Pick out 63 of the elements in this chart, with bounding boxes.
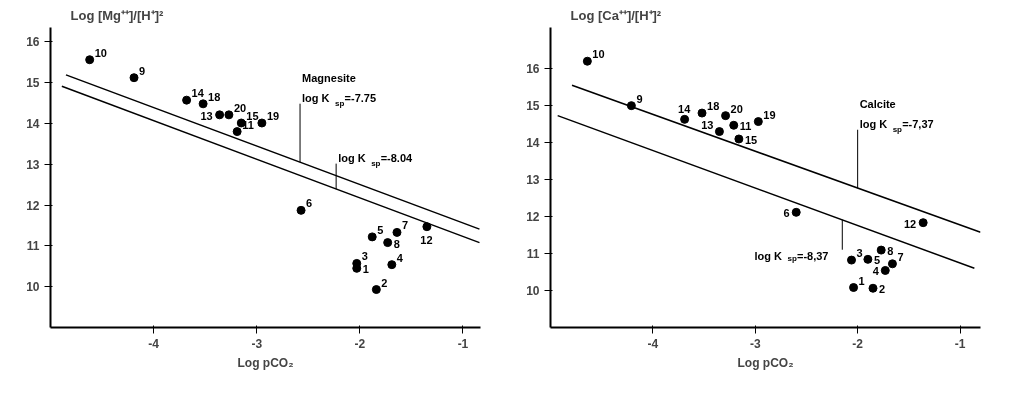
annotation: 7 <box>897 250 904 263</box>
annotation: 7 <box>401 219 409 232</box>
x-tick-label: -4 <box>148 336 160 351</box>
annotation: 19 <box>266 110 280 123</box>
y-tick-label: 13 <box>26 157 40 172</box>
annotation: 20 <box>233 101 247 114</box>
y-tick-label: 10 <box>26 280 40 295</box>
y-tick-label: 16 <box>26 35 40 50</box>
annotation: 6 <box>306 197 313 210</box>
y-tick-label: 11 <box>526 246 540 261</box>
y-tick-label: 10 <box>526 283 540 298</box>
x-tick-label: -3 <box>251 336 263 351</box>
annotation: 18 <box>707 100 720 113</box>
annotation: 14 <box>678 103 692 116</box>
annotation: 19 <box>763 108 776 121</box>
x-tick-label: -3 <box>749 336 761 351</box>
y-tick-label: 15 <box>26 76 40 91</box>
x-tick-label: -2 <box>852 336 864 351</box>
y-tick-label: 16 <box>526 61 540 76</box>
annotation: 12 <box>903 217 917 230</box>
annotation: Magnesite <box>302 71 356 84</box>
y-tick-label: 14 <box>26 116 40 131</box>
annotation: 8 <box>393 237 400 250</box>
y-tick-label: 12 <box>26 198 40 213</box>
annotation: 11 <box>739 120 752 133</box>
annotation: 8 <box>887 245 894 258</box>
y-tick-label: 11 <box>26 239 40 254</box>
x-tick-label: -1 <box>954 336 966 351</box>
annotation: 12 <box>420 233 433 246</box>
annotation: 2 <box>381 276 388 289</box>
annotation: 1 <box>858 274 865 287</box>
annotation: 4 <box>396 251 404 264</box>
annotation: 9 <box>139 64 146 77</box>
x-tick-label: -1 <box>457 336 469 351</box>
y-tick-label: 13 <box>526 172 540 187</box>
annotation: 10 <box>592 48 605 61</box>
annotation: 15 <box>246 110 259 123</box>
annotation: 4 <box>872 265 880 278</box>
x-tick-label: -4 <box>647 336 659 351</box>
annotation: 18 <box>208 90 221 103</box>
annotation: 6 <box>783 207 790 220</box>
annotation: 20 <box>730 102 743 115</box>
annotation: Calcite <box>859 97 896 110</box>
annotation: 15 <box>744 133 758 146</box>
x-axis-title: Log pCO₂ <box>237 355 294 370</box>
annotation: 13 <box>701 118 714 131</box>
y-tick-label: 15 <box>526 98 540 113</box>
y-axis-title: Log [Ca⁺⁺]/[H⁺]² <box>570 7 662 23</box>
annotation: 1 <box>362 263 369 276</box>
annotation: 13 <box>200 109 213 122</box>
y-tick-label: 12 <box>526 209 540 224</box>
x-axis-title: Log pCO₂ <box>737 355 794 370</box>
annotation: 5 <box>873 254 881 267</box>
x-tick-label: -2 <box>354 336 366 351</box>
annotation: 10 <box>94 46 107 59</box>
annotation: 3 <box>856 247 863 260</box>
y-axis-title: Log [Mg⁺⁺]/[H⁺]² <box>70 7 165 23</box>
annotation: 5 <box>377 223 384 236</box>
annotation: 14 <box>191 87 205 100</box>
annotation: 9 <box>636 92 643 105</box>
annotation: 2 <box>879 283 886 296</box>
y-tick-label: 14 <box>526 135 540 150</box>
annotation: 3 <box>361 250 368 263</box>
